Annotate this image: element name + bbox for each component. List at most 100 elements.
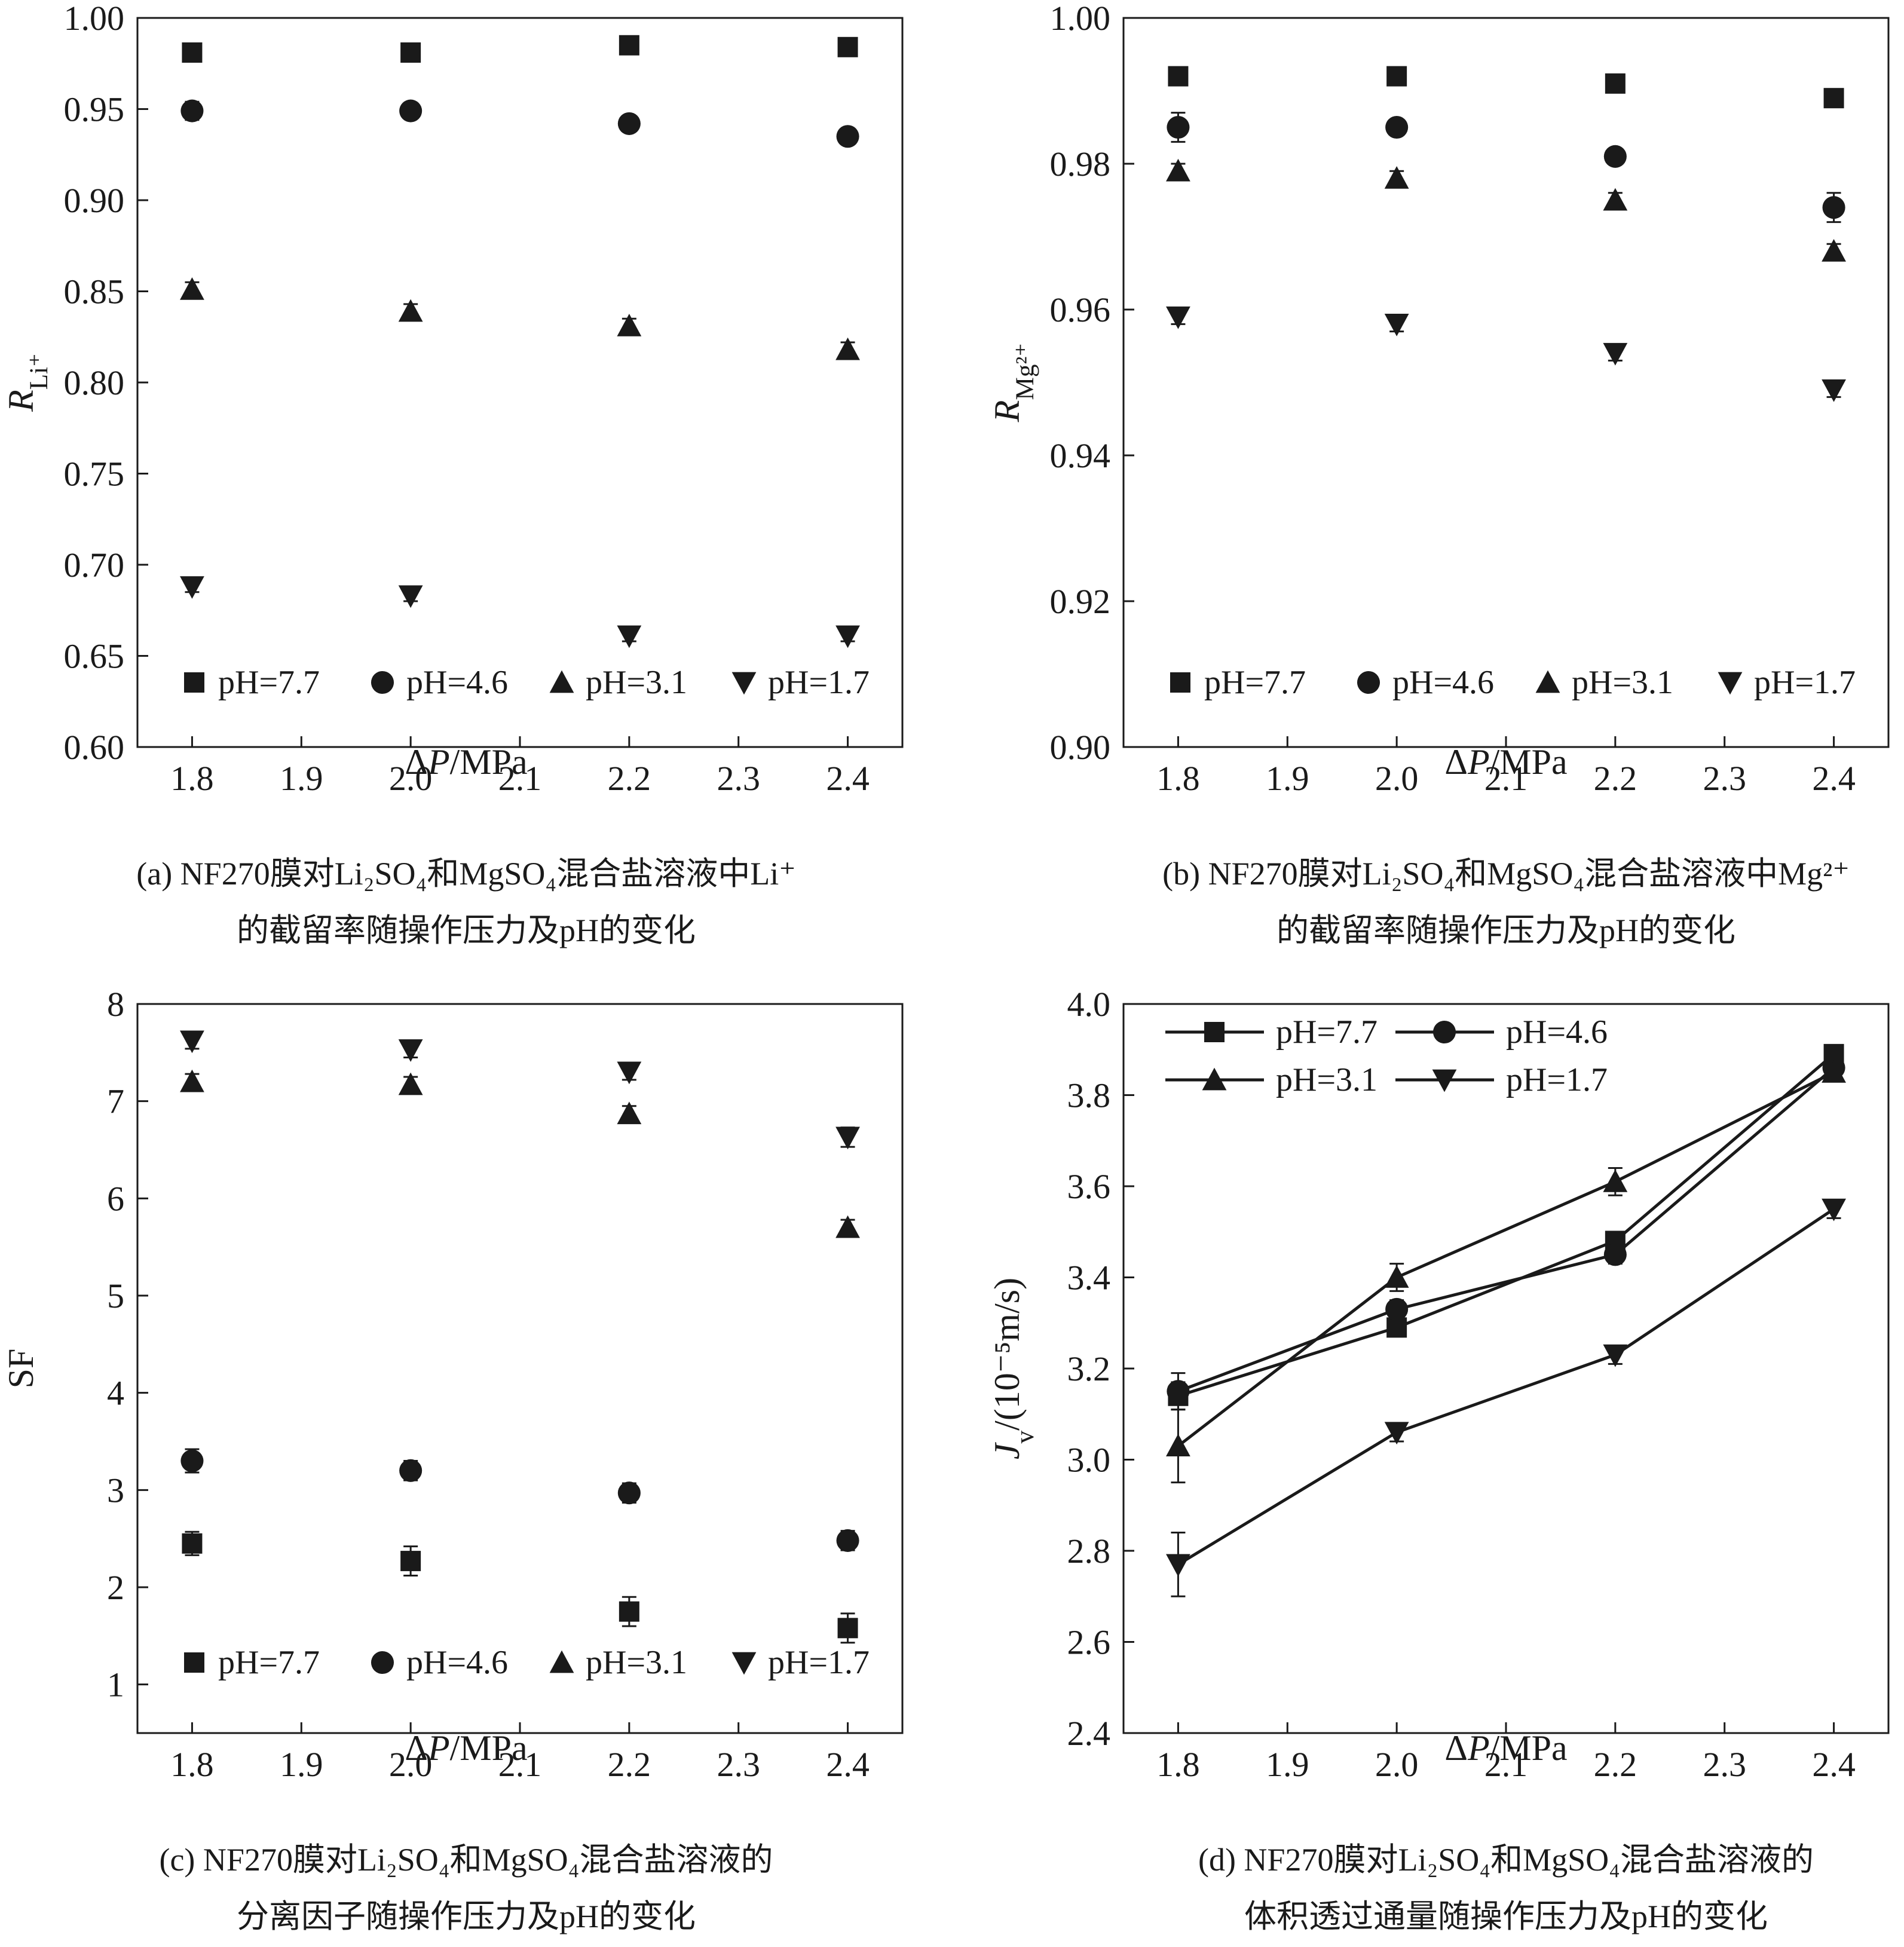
data-point (398, 585, 423, 608)
data-point (836, 1529, 859, 1552)
legend-label: pH=7.7 (218, 664, 320, 701)
y-tick-label: 2 (107, 1568, 124, 1607)
y-tick-label: 0.95 (64, 90, 125, 129)
data-point (180, 277, 204, 300)
legend-label: pH=4.6 (406, 664, 508, 701)
legend-marker (1432, 1069, 1457, 1092)
data-point (1603, 1243, 1627, 1266)
data-point (180, 99, 204, 123)
data-point (1384, 314, 1409, 336)
data-point (617, 112, 641, 135)
caption-line-2: 分离因子随操作压力及pH的变化 (237, 1899, 696, 1934)
caption-line-1: (c) NF270膜对Li₂SO₄和MgSO₄混合盐溶液的 (159, 1842, 773, 1878)
x-tick-label: 2.1 (1484, 759, 1528, 798)
data-point (1166, 158, 1190, 182)
plot-frame (136, 1003, 904, 1734)
x-tick-label: 2.3 (1703, 1745, 1746, 1784)
y-tick-label: 4.0 (1067, 985, 1111, 1024)
x-tick-label: 2.2 (1594, 759, 1637, 798)
data-point (835, 1126, 860, 1150)
x-tick-label: 2.3 (1703, 759, 1746, 798)
data-point (836, 125, 859, 148)
data-point (617, 1061, 642, 1085)
caption-line-1: (a) NF270膜对Li₂SO₄和MgSO₄混合盐溶液中Li⁺ (136, 856, 796, 892)
caption-line-2: 的截留率随操作压力及pH的变化 (237, 913, 696, 948)
data-point (1168, 66, 1189, 87)
legend-label: pH=7.7 (1204, 664, 1306, 701)
legend-marker (731, 672, 757, 695)
y-tick-label: 0.96 (1050, 290, 1111, 329)
y-tick-label: 3 (107, 1471, 124, 1510)
data-point (1166, 1434, 1190, 1456)
series-line-0 (1177, 1052, 1835, 1398)
legend-label: pH=3.1 (586, 664, 687, 701)
data-point (1167, 1380, 1190, 1403)
data-point (1822, 239, 1846, 262)
y-tick-label: 3.6 (1067, 1167, 1111, 1206)
x-tick-label: 2.4 (1812, 1745, 1856, 1784)
legend-label: pH=7.7 (1276, 1014, 1378, 1051)
y-tick-label: 3.8 (1067, 1076, 1111, 1115)
legend-marker (1202, 1067, 1227, 1091)
chart-panel-b: 1.8 1.9 2.0 2.1 2.2 2.3 2.4 0.90 0.92 0.94 0.96 0.9… (987, 0, 1890, 948)
y-axis-label: RMg²⁺ (987, 343, 1039, 423)
data-point (835, 1215, 860, 1238)
data-point (1384, 1422, 1409, 1445)
data-point (1385, 1297, 1409, 1321)
y-axis-label: SF (1, 1349, 41, 1389)
data-point (182, 1533, 203, 1554)
y-tick-label: 5 (107, 1276, 124, 1315)
legend-label: pH=4.6 (406, 1644, 508, 1681)
x-tick-label: 2.2 (608, 759, 651, 798)
legend-marker (549, 670, 574, 693)
x-tick-label: 1.8 (1156, 1745, 1200, 1784)
series-line-3 (1177, 1208, 1835, 1566)
y-axis-label: Jv/(10⁻⁵m/s) (987, 1278, 1039, 1459)
y-tick-label: 3.4 (1067, 1259, 1111, 1297)
data-point (1385, 115, 1409, 139)
legend-marker (371, 671, 394, 694)
legend-label: pH=3.1 (1572, 664, 1673, 701)
x-tick-label: 2.1 (498, 759, 542, 798)
legend-label: pH=4.6 (1392, 664, 1494, 701)
caption-line-1: (d) NF270膜对Li₂SO₄和MgSO₄混合盐溶液的 (1198, 1842, 1814, 1878)
data-point (1603, 1169, 1628, 1192)
x-tick-label: 2.0 (389, 1745, 433, 1784)
y-tick-label: 2.8 (1067, 1532, 1111, 1571)
legend-label: pH=4.6 (1506, 1014, 1608, 1051)
legend-label: pH=1.7 (1754, 664, 1856, 701)
data-point (837, 36, 858, 57)
data-point (837, 1618, 858, 1639)
y-tick-label: 3.2 (1067, 1349, 1111, 1388)
x-tick-label: 1.9 (280, 1745, 323, 1784)
data-point (617, 625, 642, 648)
data-point (399, 1459, 423, 1482)
y-tick-label: 0.92 (1050, 582, 1111, 621)
x-axis-label: ΔP/MPa (405, 742, 527, 782)
data-point (1384, 166, 1409, 189)
series-line-2 (1177, 1071, 1835, 1447)
x-tick-label: 2.3 (717, 759, 760, 798)
data-point (619, 35, 639, 56)
x-tick-label: 1.8 (170, 759, 214, 798)
y-tick-label: 0.85 (64, 273, 125, 311)
data-point (180, 1449, 204, 1473)
x-tick-label: 2.2 (608, 1745, 651, 1784)
caption-line-2: 的截留率随操作压力及pH的变化 (1277, 913, 1735, 948)
y-axis-label: RLi⁺ (1, 353, 53, 412)
legend-marker (184, 1652, 204, 1673)
x-tick-label: 2.0 (389, 759, 433, 798)
x-tick-label: 2.0 (1375, 759, 1419, 798)
y-tick-label: 1.00 (64, 0, 125, 38)
y-tick-label: 6 (107, 1179, 124, 1218)
legend-label: pH=1.7 (1506, 1061, 1608, 1098)
data-point (398, 1039, 423, 1062)
caption-line-2: 体积透过通量随操作压力及pH的变化 (1244, 1899, 1768, 1934)
legend-marker (371, 1651, 394, 1674)
data-point (619, 1601, 639, 1622)
y-tick-label: 3.0 (1067, 1441, 1111, 1480)
y-tick-label: 8 (107, 985, 124, 1024)
y-tick-label: 1 (107, 1666, 124, 1704)
data-point (180, 576, 204, 599)
